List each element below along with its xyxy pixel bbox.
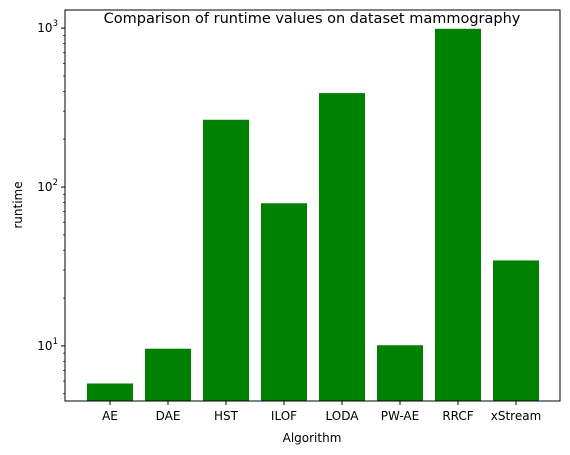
- chart-title: Comparison of runtime values on dataset …: [104, 11, 521, 27]
- x-tick-label: PW-AE: [381, 409, 419, 423]
- bar-ilof: [261, 203, 307, 401]
- x-tick-label: xStream: [491, 409, 542, 423]
- bar-pw-ae: [377, 345, 423, 401]
- y-tick-label: 102: [37, 178, 58, 194]
- bar-hst: [203, 119, 249, 401]
- x-axis-ticks: AE DAE HST ILOF LODA PW-AE RRCF xStream: [102, 401, 541, 423]
- x-tick-label: ILOF: [271, 409, 297, 423]
- y-axis-ticks: 101 102 103: [37, 19, 65, 395]
- bar-rrcf: [435, 28, 481, 402]
- y-tick-label: 103: [37, 19, 58, 35]
- bar-dae: [145, 348, 191, 401]
- x-tick-label: RRCF: [442, 409, 473, 423]
- x-axis-title: Algorithm: [283, 431, 342, 445]
- bar-xstream: [493, 260, 539, 401]
- bar-loda: [319, 93, 365, 401]
- plot-frame: [64, 9, 561, 402]
- y-tick-label: 101: [37, 337, 58, 353]
- x-tick-label: AE: [102, 409, 118, 423]
- bars-group: [87, 28, 539, 402]
- x-tick-label: HST: [214, 409, 239, 423]
- x-tick-label: LODA: [326, 409, 360, 423]
- y-axis-title: runtime: [11, 181, 25, 228]
- x-tick-label: DAE: [156, 409, 181, 423]
- bar-ae: [87, 383, 133, 401]
